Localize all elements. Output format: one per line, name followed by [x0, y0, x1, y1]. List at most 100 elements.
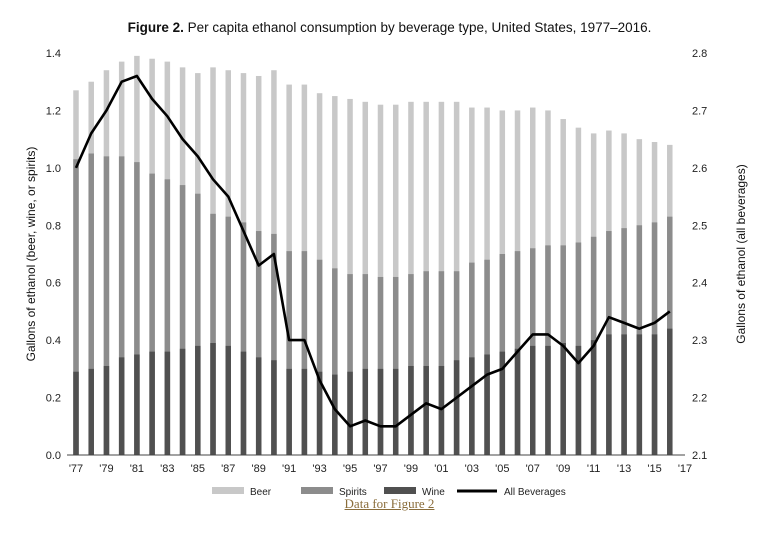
bar-spirits [423, 271, 429, 455]
bar-wine [347, 371, 353, 455]
legend-label: Beer [250, 487, 272, 498]
bar-wine [88, 368, 94, 455]
x-tick-label: '17 [678, 463, 692, 475]
bar-spirits [392, 276, 399, 455]
bar-spirits [149, 173, 155, 455]
bar-spirits [377, 276, 384, 455]
bar-wine [408, 365, 414, 455]
bar-wine [453, 360, 460, 455]
bar-wine [438, 365, 445, 455]
y2-tick-label: 2.2 [692, 393, 707, 405]
legend-label: All Beverages [504, 487, 566, 498]
x-tick-label: '79 [99, 463, 113, 475]
bar-spirits [164, 179, 171, 456]
y2-tick-label: 2.8 [692, 48, 707, 60]
bar-wine [164, 351, 171, 455]
bar-wine [484, 354, 490, 455]
bar-wine [73, 371, 79, 455]
bar-spirits [255, 231, 262, 455]
all-beverages-line-path [74, 74, 671, 428]
bar-spirits [225, 216, 231, 455]
bar-spirits [301, 251, 308, 455]
y2-tick-label: 2.4 [692, 278, 707, 290]
bar-wine [575, 345, 582, 455]
bar-spirits [73, 159, 79, 455]
bar-spirits [118, 156, 125, 455]
bar-spirits [316, 259, 323, 455]
y-tick-label: 1.4 [46, 48, 61, 60]
y-tick-label: 1.2 [46, 105, 61, 117]
x-tick-label: '87 [221, 463, 235, 475]
bar-wine [134, 354, 140, 455]
all-beverages-line [74, 74, 671, 428]
x-tick-label: '95 [343, 463, 357, 475]
y2-tick-label: 2.1 [692, 450, 707, 462]
bar-wine [332, 374, 338, 455]
bar-wine [179, 348, 186, 455]
bar-spirits [210, 213, 216, 455]
y-tick-label: 0.0 [46, 450, 61, 462]
legend-swatch-spirits [301, 487, 333, 494]
x-tick-label: '97 [373, 463, 387, 475]
bar-spirits [332, 268, 338, 455]
x-tick-label: '77 [69, 463, 83, 475]
legend-label: Wine [422, 487, 445, 498]
bar-wine [530, 345, 536, 455]
legend: Beer Spirits Wine All Beverages [212, 487, 566, 498]
bar-spirits [179, 185, 186, 456]
bar-wine [103, 365, 110, 455]
y2-tick-label: 2.3 [692, 335, 707, 347]
x-tick-label: '09 [556, 463, 570, 475]
bar-spirits [88, 153, 94, 455]
legend-swatch-wine [384, 487, 416, 494]
bar-spirits [408, 274, 414, 455]
bar-wine [606, 334, 612, 455]
bar-wine [392, 368, 399, 455]
bar-wine [636, 334, 643, 455]
bar-spirits [240, 222, 247, 455]
bar-wine [286, 368, 292, 455]
data-for-figure-link[interactable]: Data for Figure 2 [344, 496, 435, 511]
chart-title: Figure 2. Per capita ethanol consumption… [127, 20, 652, 35]
bar-wine [240, 351, 247, 455]
x-tick-label: '89 [252, 463, 266, 475]
bar-wine [621, 334, 627, 455]
y-tick-label: 0.2 [46, 393, 61, 405]
x-tick-label: '93 [312, 463, 326, 475]
bar-spirits [134, 162, 140, 455]
y-tick-label: 0.8 [46, 220, 61, 232]
bar-wine [118, 357, 125, 455]
y2-tick-label: 2.5 [692, 220, 707, 232]
bar-wine [255, 357, 262, 455]
x-tick-label: '03 [465, 463, 479, 475]
x-tick-label: '83 [160, 463, 174, 475]
x-tick-label: '11 [587, 463, 601, 475]
bar-wine [149, 351, 155, 455]
y2-axis-label: Gallons of ethanol (all beverages) [734, 164, 748, 343]
x-tick-label: '81 [130, 463, 144, 475]
legend-swatch-beer [212, 487, 244, 494]
legend-label: Spirits [339, 487, 367, 498]
bar-wine [423, 365, 429, 455]
bar-spirits [103, 156, 110, 455]
bar-spirits [362, 274, 369, 455]
y-tick-label: 0.4 [46, 335, 61, 347]
x-tick-label: '13 [617, 463, 631, 475]
bar-wine [301, 368, 308, 455]
bar-wine [271, 360, 277, 455]
bar-wine [560, 343, 566, 455]
bar-spirits [195, 193, 201, 455]
x-tick-label: '91 [282, 463, 296, 475]
bar-wine [499, 351, 506, 455]
bar-wine [225, 345, 231, 455]
y-axis-label: Gallons of ethanol (beer, wine, or spiri… [24, 147, 38, 362]
x-tick-label: '05 [495, 463, 509, 475]
bar-wine [377, 368, 384, 455]
bar-wine [195, 345, 201, 455]
bar-wine [514, 348, 521, 455]
bar-wine [667, 328, 673, 455]
y-tick-label: 0.6 [46, 278, 61, 290]
x-tick-label: '07 [526, 463, 540, 475]
bar-wine [316, 371, 323, 455]
